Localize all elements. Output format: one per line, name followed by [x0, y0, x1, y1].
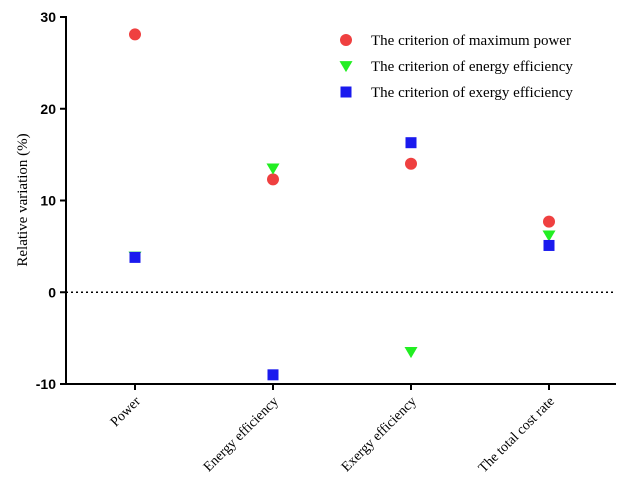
legend-marker-3: [340, 86, 352, 98]
data-point-series-1: [405, 157, 417, 170]
data-point-series-2: [266, 163, 280, 175]
y-tick-label: -10: [36, 376, 56, 392]
data-point-series-2: [542, 230, 556, 242]
legend: The criterion of maximum power The criter…: [339, 33, 573, 101]
data-point-series-2: [404, 347, 418, 359]
x-tick-label: Power: [108, 394, 144, 430]
data-point-series-1: [267, 173, 279, 186]
data-points: [128, 28, 556, 381]
y-ticks: -10 0 10 20 30: [36, 9, 66, 392]
legend-label-2: The criterion of energy efficiency: [371, 59, 573, 75]
legend-marker-2: [339, 61, 353, 73]
y-axis-title: Relative variation (%): [15, 133, 31, 266]
data-point-series-3: [405, 137, 417, 149]
y-tick-label: 10: [40, 193, 56, 209]
x-tick-label: Energy efficiency: [201, 394, 282, 475]
y-tick-label: 0: [48, 284, 56, 300]
data-point-series-1: [129, 28, 141, 41]
legend-label-1: The criterion of maximum power: [371, 33, 571, 49]
data-point-series-3: [267, 369, 279, 381]
y-tick-label: 20: [40, 101, 56, 117]
x-ticks: Power Energy efficiency Exergy efficiency T…: [108, 384, 558, 476]
y-tick-label: 30: [40, 9, 56, 25]
legend-label-3: The criterion of exergy efficiency: [371, 85, 573, 101]
data-point-series-3: [543, 239, 555, 251]
x-tick-label: Exergy efficiency: [339, 394, 420, 475]
data-point-series-1: [543, 215, 555, 228]
x-tick-label: The total cost rate: [476, 394, 558, 476]
legend-marker-1: [340, 34, 352, 46]
data-point-series-3: [129, 251, 141, 263]
